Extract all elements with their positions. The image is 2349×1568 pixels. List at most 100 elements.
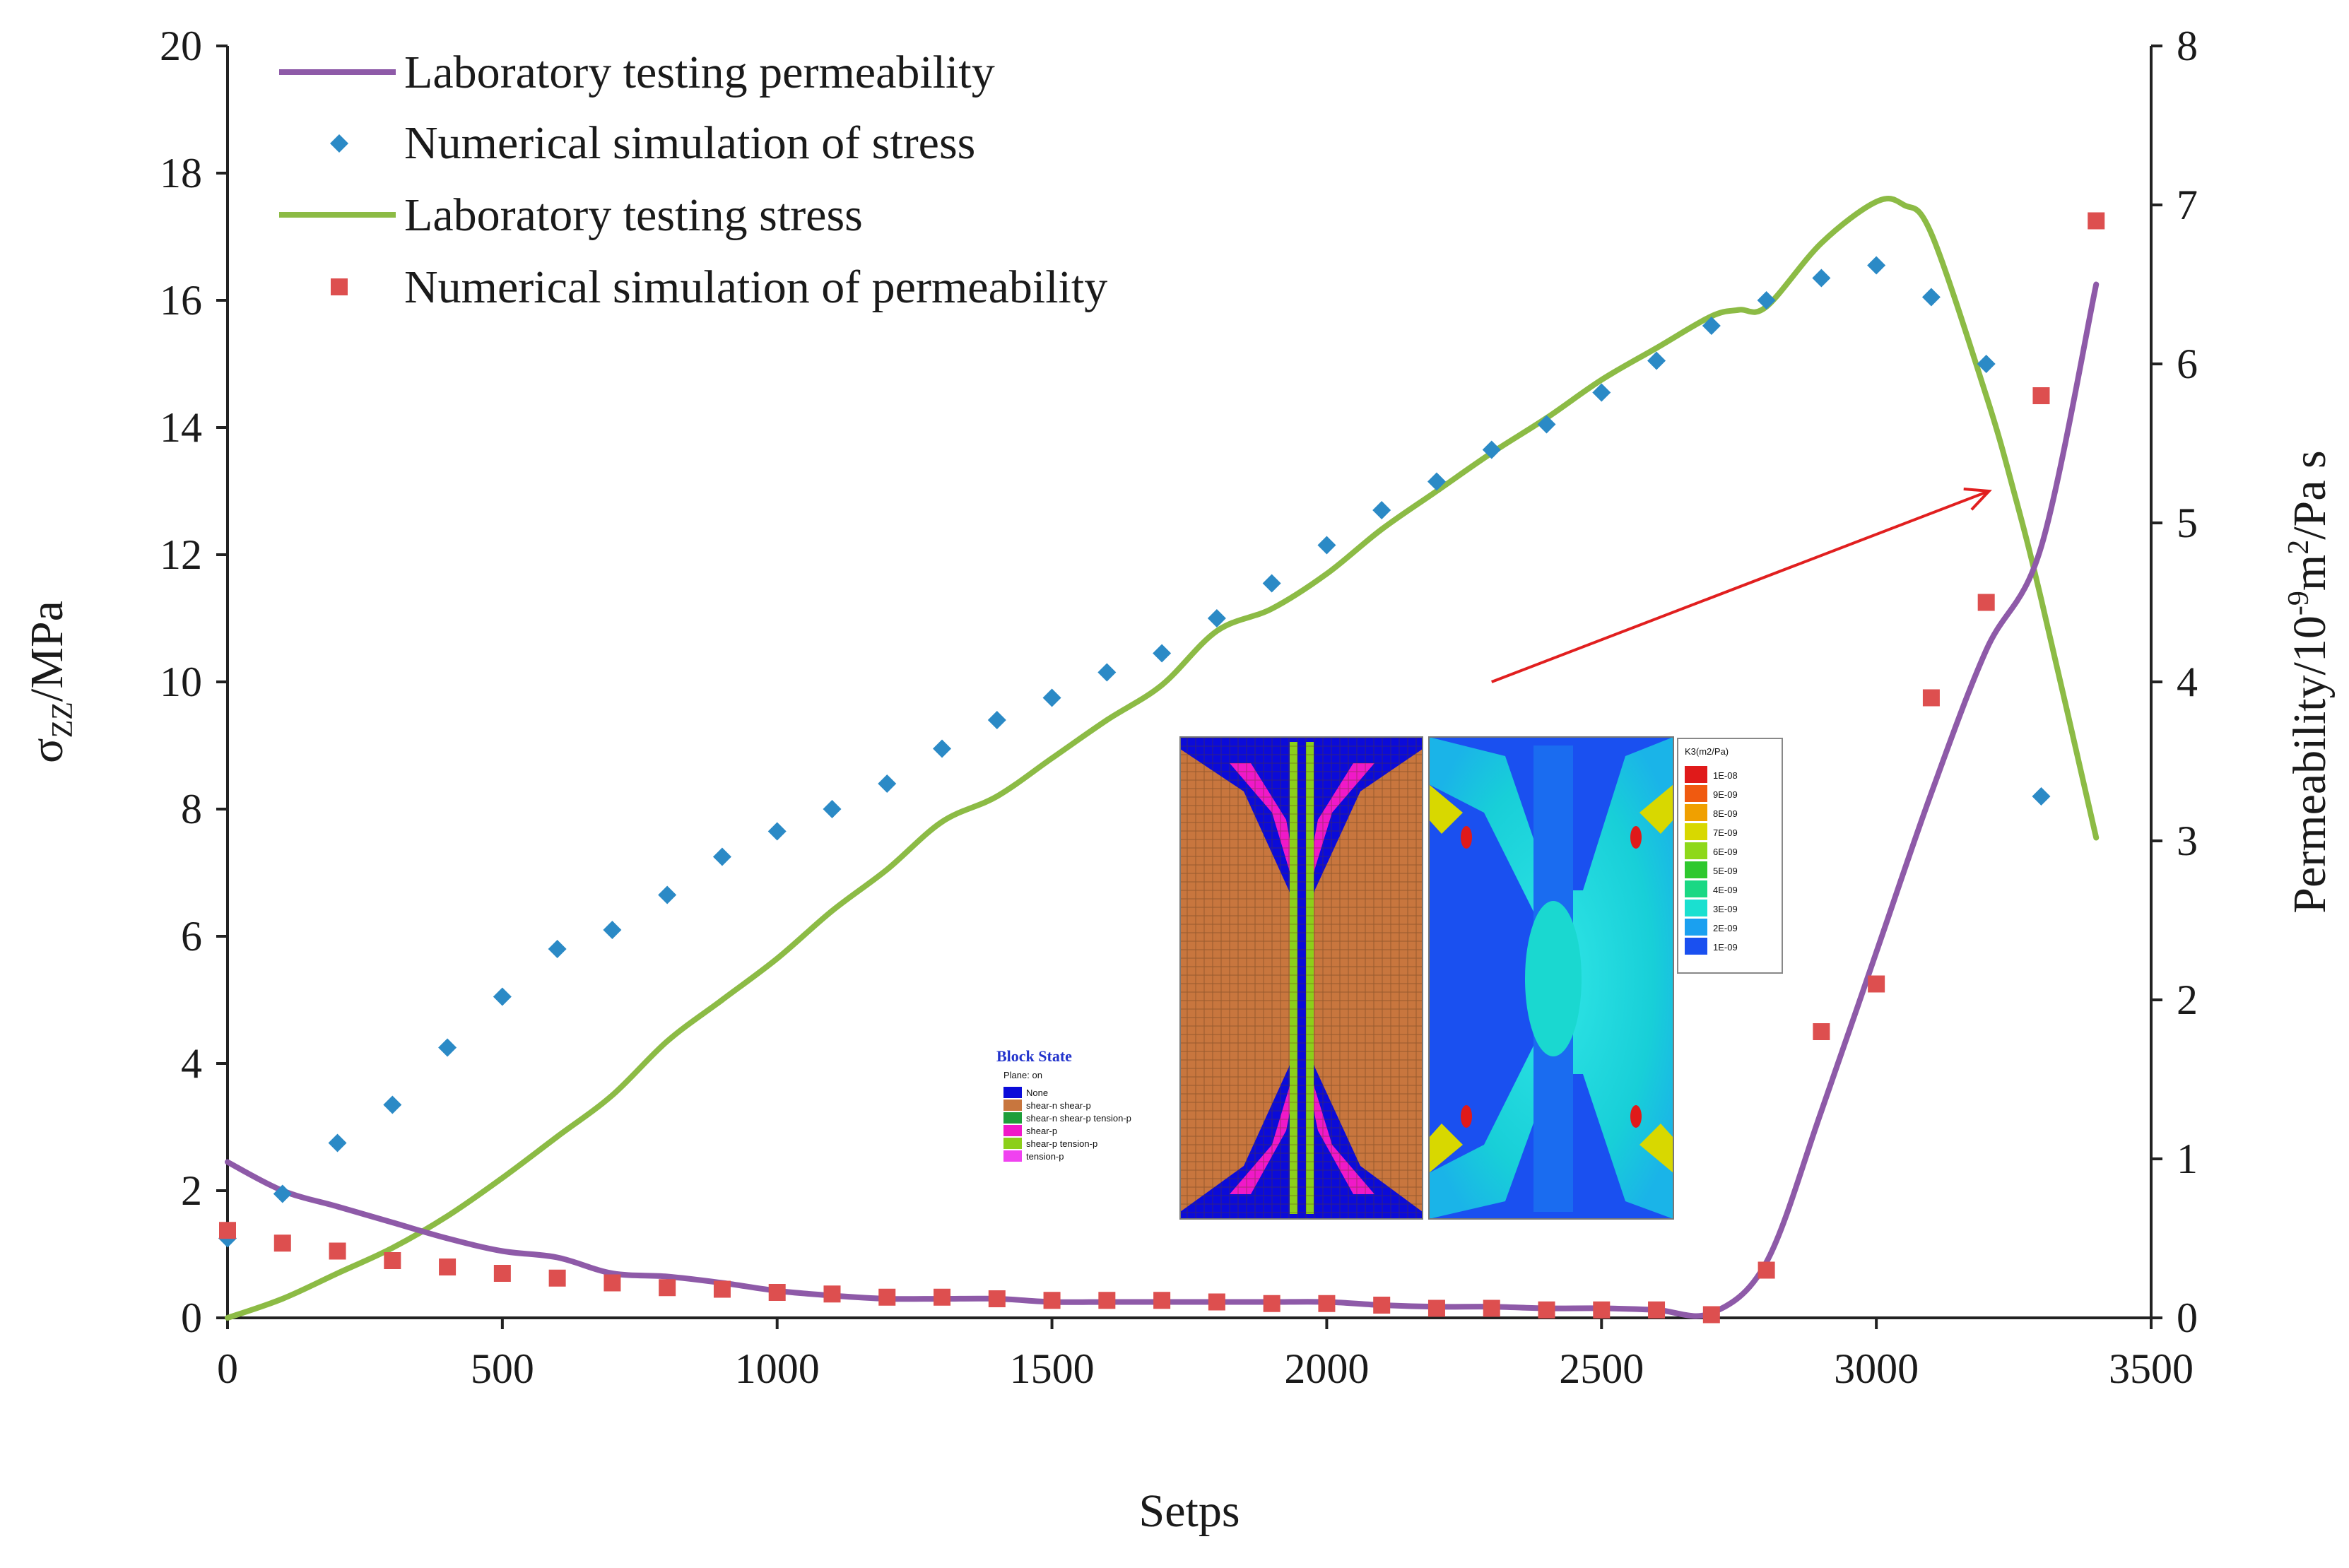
perm-map-hotspot-right-bottom <box>1639 1124 1673 1173</box>
x-tick-label: 3500 <box>2109 1345 2194 1392</box>
block-state-label: shear-p tension-p <box>1026 1138 1097 1149</box>
legend-swatch-sim-permeability <box>331 278 348 295</box>
permeability-label: 1E-09 <box>1713 942 1738 953</box>
y-right-tick-label: 4 <box>2177 659 2198 705</box>
marker-numerical-simulation-of-stress <box>1921 288 1941 307</box>
perm-map-hotspot-right-top <box>1639 784 1673 834</box>
y-right-tick-label: 6 <box>2177 341 2198 387</box>
annotation-arrow <box>1491 487 1992 683</box>
marker-numerical-simulation-of-permeability <box>1373 1297 1391 1314</box>
legend: Laboratory testing permeability Numerica… <box>279 47 1107 313</box>
block-state-items: None shear-n shear-p shear-n shear-p tensi… <box>1003 1087 1131 1162</box>
x-tick-label: 1500 <box>1010 1345 1095 1392</box>
marker-numerical-simulation-of-stress <box>1042 688 1061 707</box>
permeability-label: 6E-09 <box>1713 847 1738 857</box>
permeability-label: 4E-09 <box>1713 885 1738 895</box>
block-state-label: None <box>1026 1087 1048 1098</box>
permeability-label: 8E-09 <box>1713 808 1738 819</box>
block-state-swatch <box>1003 1125 1022 1136</box>
marker-numerical-simulation-of-permeability <box>2032 387 2050 404</box>
permeability-swatch <box>1685 919 1707 936</box>
marker-numerical-simulation-of-stress <box>933 739 952 758</box>
marker-numerical-simulation-of-stress <box>1097 663 1117 682</box>
arrow-head <box>1963 487 1992 511</box>
marker-numerical-simulation-of-permeability <box>878 1288 896 1306</box>
marker-numerical-simulation-of-stress <box>1977 355 1996 373</box>
legend-label-lab-permeability: Laboratory testing permeability <box>404 47 995 98</box>
right-y-axis-title: Permeability/10-9m2/Pa s <box>2283 450 2336 913</box>
y-left-tick-label: 4 <box>181 1040 202 1087</box>
marker-numerical-simulation-of-permeability <box>2088 212 2105 230</box>
block-state-legend: Block State Plane: on None shear-n shear-… <box>996 1047 1131 1162</box>
marker-numerical-simulation-of-stress <box>1482 440 1501 459</box>
marker-numerical-simulation-of-stress <box>493 987 512 1006</box>
block-state-label: shear-n shear-p tension-p <box>1026 1113 1131 1124</box>
y-right-tick-label: 3 <box>2177 818 2198 864</box>
marker-numerical-simulation-of-permeability <box>659 1279 676 1297</box>
marker-numerical-simulation-of-permeability <box>934 1288 951 1306</box>
marker-numerical-simulation-of-stress <box>1262 574 1281 593</box>
x-tick-label: 2000 <box>1284 1345 1369 1392</box>
marker-numerical-simulation-of-stress <box>548 940 567 958</box>
marker-numerical-simulation-of-stress <box>1317 536 1336 555</box>
y-left-tick-label: 20 <box>160 23 202 69</box>
x-tick-label: 3000 <box>1834 1345 1919 1392</box>
x-tick-label: 1000 <box>735 1345 820 1392</box>
perm-map-hotspot-left-bottom <box>1429 1124 1463 1173</box>
marker-numerical-simulation-of-permeability <box>1153 1292 1171 1309</box>
permeability-swatch <box>1685 766 1707 783</box>
y-left-tick-label: 6 <box>181 913 202 960</box>
series-line-laboratory-testing-stress <box>225 196 2100 1321</box>
y-right-tick-label: 1 <box>2177 1136 2198 1182</box>
marker-numerical-simulation-of-stress <box>273 1184 292 1203</box>
marker-numerical-simulation-of-permeability <box>1538 1301 1555 1319</box>
perm-map-hotspot-left-top <box>1429 784 1463 834</box>
marker-numerical-simulation-of-permeability <box>1868 975 1885 993</box>
marker-numerical-simulation-of-permeability <box>988 1290 1006 1307</box>
marker-numerical-simulation-of-permeability <box>1922 689 1940 707</box>
y-right-tick-label: 7 <box>2177 182 2198 228</box>
marker-numerical-simulation-of-stress <box>1812 269 1831 288</box>
permeability-legend-items: 1E-08 9E-09 8E-09 7E-09 6E-09 5E-09 4E-09 3E-09… <box>1685 766 1738 955</box>
marker-numerical-simulation-of-stress <box>603 921 622 939</box>
permeability-label: 5E-09 <box>1713 866 1738 876</box>
marker-numerical-simulation-of-permeability <box>548 1269 566 1287</box>
marker-numerical-simulation-of-stress <box>823 800 842 818</box>
marker-numerical-simulation-of-stress <box>1207 609 1226 627</box>
left-y-axis-title: σZZ/MPa <box>21 601 79 763</box>
marker-numerical-simulation-of-stress <box>878 774 897 793</box>
marker-numerical-simulation-of-permeability <box>273 1234 291 1252</box>
marker-numerical-simulation-of-stress <box>1427 472 1446 491</box>
permeability-map: K3(m2/Pa) 1E-08 9E-09 8E-09 7E-09 6E-09 5E-09… <box>1428 736 1783 1220</box>
x-tick-label: 500 <box>471 1345 534 1392</box>
x-tick-label: 0 <box>217 1345 238 1392</box>
arrow-shaft <box>1491 490 1990 683</box>
y-left-tick-label: 10 <box>160 659 202 705</box>
permeability-label: 3E-09 <box>1713 904 1738 914</box>
marker-numerical-simulation-of-permeability <box>329 1242 346 1260</box>
y-left-tick-label: 18 <box>160 150 202 196</box>
marker-numerical-simulation-of-permeability <box>823 1285 841 1303</box>
marker-numerical-simulation-of-permeability <box>384 1252 401 1269</box>
marker-numerical-simulation-of-permeability <box>604 1274 621 1292</box>
legend-swatch-sim-stress <box>330 134 348 153</box>
legend-label-lab-stress: Laboratory testing stress <box>404 189 863 241</box>
permeability-label: 2E-09 <box>1713 923 1738 933</box>
y-left-tick-label: 16 <box>160 277 202 324</box>
marker-numerical-simulation-of-permeability <box>768 1284 786 1301</box>
marker-numerical-simulation-of-permeability <box>1208 1293 1225 1311</box>
marker-numerical-simulation-of-permeability <box>1427 1299 1445 1317</box>
y-right-tick-label: 5 <box>2177 500 2198 546</box>
y-left-tick-label: 8 <box>181 786 202 832</box>
block-state-label: shear-n shear-p <box>1026 1100 1091 1111</box>
marker-numerical-simulation-of-stress <box>658 885 677 904</box>
y-right-tick-label: 0 <box>2177 1295 2198 1341</box>
block-state-swatch <box>1003 1087 1022 1098</box>
block-state-label: shear-p <box>1026 1126 1057 1136</box>
marker-numerical-simulation-of-stress <box>383 1095 402 1114</box>
block-state-swatch <box>1003 1100 1022 1111</box>
series-line-laboratory-testing-permeability <box>225 281 2100 1319</box>
block-state-map <box>1179 736 1423 1220</box>
legend-label-sim-stress: Numerical simulation of stress <box>404 117 975 169</box>
